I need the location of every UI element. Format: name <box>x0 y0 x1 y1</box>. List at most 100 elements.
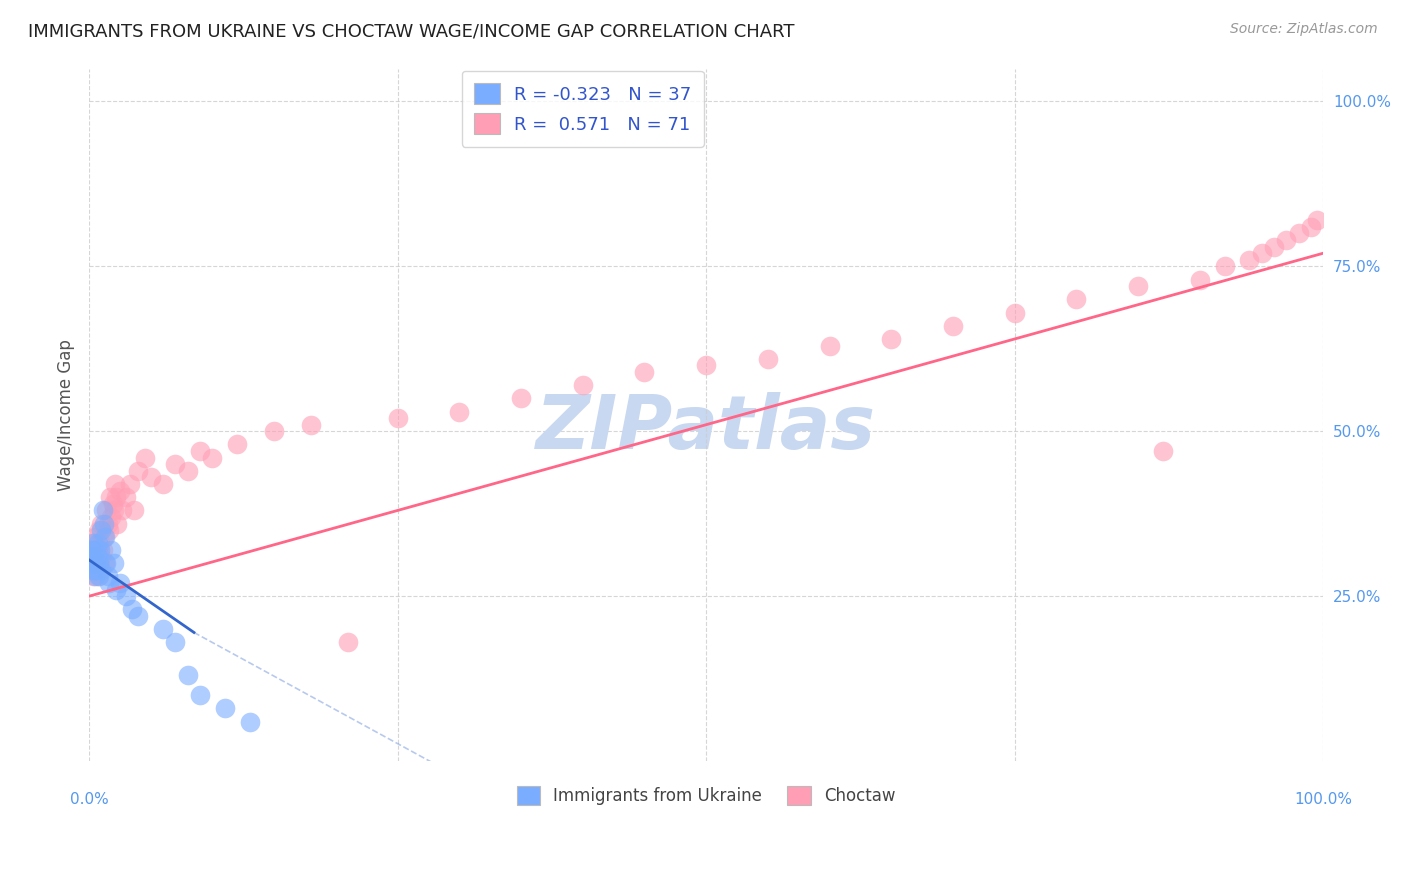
Point <box>1213 260 1236 274</box>
Point <box>89 536 111 550</box>
Point <box>90 516 112 531</box>
Point <box>91 503 114 517</box>
Point <box>1126 279 1149 293</box>
Point <box>111 503 134 517</box>
Point <box>84 530 107 544</box>
Point <box>337 635 360 649</box>
Point <box>100 543 122 558</box>
Point <box>87 556 110 570</box>
Point <box>84 563 107 577</box>
Point <box>100 510 122 524</box>
Point <box>122 503 145 517</box>
Point <box>97 516 120 531</box>
Point <box>756 351 779 366</box>
Point <box>86 543 108 558</box>
Point <box>105 490 128 504</box>
Point <box>90 549 112 564</box>
Point <box>89 543 111 558</box>
Point <box>83 549 105 564</box>
Point <box>98 490 121 504</box>
Point <box>449 404 471 418</box>
Point <box>90 523 112 537</box>
Point <box>80 543 103 558</box>
Point <box>97 576 120 591</box>
Point <box>152 622 174 636</box>
Text: ZIPatlas: ZIPatlas <box>536 392 876 465</box>
Point <box>880 332 903 346</box>
Point <box>82 563 104 577</box>
Point <box>152 477 174 491</box>
Point <box>695 359 717 373</box>
Point <box>82 536 104 550</box>
Point <box>103 503 125 517</box>
Point <box>80 543 103 558</box>
Point <box>214 701 236 715</box>
Point <box>86 549 108 564</box>
Point <box>79 563 101 577</box>
Point <box>93 516 115 531</box>
Point <box>1275 233 1298 247</box>
Point <box>1066 293 1088 307</box>
Point <box>118 477 141 491</box>
Point <box>201 450 224 465</box>
Point <box>80 556 103 570</box>
Point <box>188 688 211 702</box>
Point <box>299 417 322 432</box>
Point <box>83 536 105 550</box>
Point <box>263 425 285 439</box>
Point <box>87 556 110 570</box>
Point <box>1299 219 1322 234</box>
Point <box>127 464 149 478</box>
Legend: Immigrants from Ukraine, Choctaw: Immigrants from Ukraine, Choctaw <box>506 776 905 815</box>
Point <box>127 609 149 624</box>
Point <box>121 602 143 616</box>
Point <box>90 563 112 577</box>
Point <box>84 569 107 583</box>
Point <box>1288 227 1310 241</box>
Point <box>91 543 114 558</box>
Point <box>107 516 129 531</box>
Point <box>510 392 533 406</box>
Point <box>139 470 162 484</box>
Point <box>86 549 108 564</box>
Text: 100.0%: 100.0% <box>1295 792 1353 807</box>
Point <box>86 556 108 570</box>
Point <box>87 569 110 583</box>
Point <box>84 543 107 558</box>
Point <box>633 365 655 379</box>
Point <box>108 576 131 591</box>
Point <box>115 589 138 603</box>
Point <box>79 549 101 564</box>
Point <box>83 556 105 570</box>
Point <box>104 477 127 491</box>
Point <box>82 569 104 583</box>
Point <box>165 635 187 649</box>
Y-axis label: Wage/Income Gap: Wage/Income Gap <box>58 339 75 491</box>
Point <box>1188 272 1211 286</box>
Point <box>226 437 249 451</box>
Point <box>93 530 115 544</box>
Text: IMMIGRANTS FROM UKRAINE VS CHOCTAW WAGE/INCOME GAP CORRELATION CHART: IMMIGRANTS FROM UKRAINE VS CHOCTAW WAGE/… <box>28 22 794 40</box>
Point <box>97 523 120 537</box>
Text: Source: ZipAtlas.com: Source: ZipAtlas.com <box>1230 22 1378 37</box>
Point <box>86 536 108 550</box>
Point <box>1152 444 1174 458</box>
Point <box>80 556 103 570</box>
Text: 0.0%: 0.0% <box>70 792 108 807</box>
Point <box>238 714 260 729</box>
Point <box>1237 252 1260 267</box>
Point <box>97 569 120 583</box>
Point <box>108 483 131 498</box>
Point <box>1004 305 1026 319</box>
Point <box>387 411 409 425</box>
Point <box>87 523 110 537</box>
Point <box>134 450 156 465</box>
Point <box>101 497 124 511</box>
Point <box>83 556 105 570</box>
Point <box>1263 239 1285 253</box>
Point <box>86 569 108 583</box>
Point <box>82 549 104 564</box>
Point <box>165 457 187 471</box>
Point <box>86 563 108 577</box>
Point <box>1306 213 1329 227</box>
